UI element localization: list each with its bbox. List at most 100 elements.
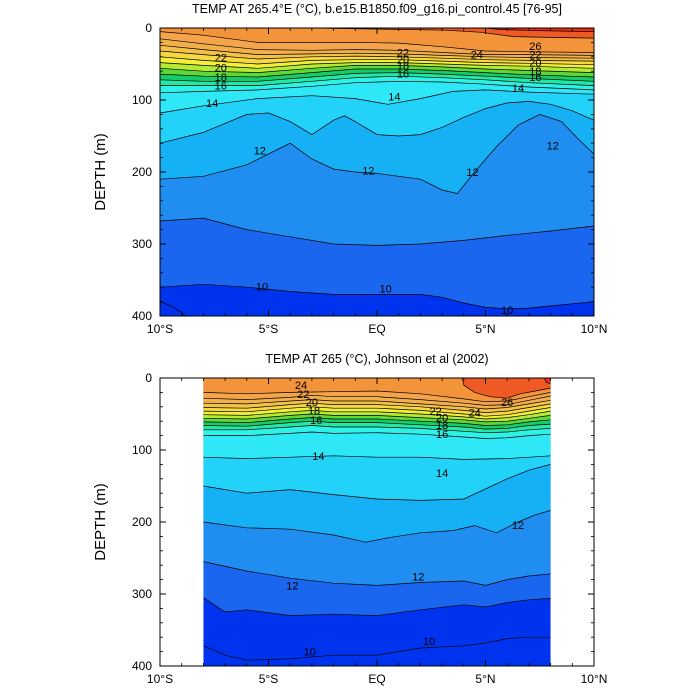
panel-model-isotherm-24 (160, 38, 594, 56)
panel-model-contour-label: 22 (397, 47, 409, 59)
panel-model-isotherm-21 (160, 56, 594, 66)
panel-model-contour-label: 12 (362, 166, 374, 178)
panel-model-contour-label: 14 (512, 83, 524, 95)
panel-observations-contour-label: 22 (297, 389, 309, 401)
panel-observations-isotherm-22 (203, 402, 551, 413)
panel-observations-x-tick-label: EQ (368, 672, 385, 686)
panel-observations-contour-label: 18 (436, 420, 448, 432)
panel-model: TEMP AT 265.4°E (°C), b.e15.B1850.f09_g1… (92, 2, 607, 336)
panel-observations-y-tick-label: 400 (132, 659, 152, 673)
panel-observations-contour-label: 16 (310, 415, 322, 427)
panel-model-contour-label: 18 (215, 72, 227, 84)
panel-observations-x-tick-label: 5°S (259, 672, 278, 686)
panel-observations-contour-label: 22 (429, 406, 441, 418)
panel-model-isotherm-12 (160, 114, 594, 194)
panel-observations-isotherm-20 (203, 410, 551, 420)
panel-model-contour-label: 26 (529, 41, 541, 53)
panel-observations-y-axis-label: DEPTH (m) (92, 483, 109, 561)
panel-model-contour-label: 16 (397, 68, 409, 80)
panel-observations-fill-26 (462, 378, 551, 399)
panel-observations-contour-label: 16 (436, 429, 448, 441)
panel-observations-isotherm-23 (203, 399, 551, 410)
panel-model-x-tick-label: EQ (368, 322, 385, 336)
panel-model-contour-label: 16 (529, 72, 541, 84)
panel-observations-isotherm-14 (203, 455, 551, 460)
panel-model-isotherm-10 (160, 283, 594, 310)
panel-observations-y-tick-label: 300 (132, 587, 152, 601)
panel-observations-isotherm-18 (203, 417, 551, 426)
panel-model-contour-label: 14 (206, 98, 218, 110)
panel-model-y-tick-label: 100 (132, 93, 152, 107)
panel-model-contour-label: 14 (388, 91, 400, 103)
panel-model-isotherm-20 (160, 62, 594, 69)
panel-model-isotherm-23 (160, 44, 594, 59)
panel-observations-isotherm-10 (203, 597, 551, 616)
panel-model-isotherm-17 (160, 72, 594, 82)
panel-observations-isotherm-24 (203, 394, 551, 406)
panel-observations-axes: 10°S 5°S EQ 5°N 10°N 0 100 200 300 400 (132, 371, 607, 686)
panel-observations-contour-label: 20 (306, 397, 318, 409)
panel-observations-isotherm-16 (203, 425, 551, 434)
panel-observations-y-tick-label: 0 (145, 371, 152, 385)
panel-observations-contour-label: 24 (469, 408, 481, 420)
panel-model-isotherm-11 (160, 217, 594, 246)
panel-observations-isotherm-13 (203, 464, 551, 501)
panel-model-y-tick-label: 200 (132, 165, 152, 179)
panel-observations-fill-27 (544, 378, 551, 384)
panel-model-contour-label: 10 (380, 284, 392, 296)
panel-observations-isotherms (203, 378, 551, 661)
panel-model-x-tick-label: 10°N (581, 322, 608, 336)
panel-model-contour-label: 10 (256, 281, 268, 293)
panel-model-contour-label: 12 (466, 167, 478, 179)
panel-model-isotherm-26 (257, 28, 594, 39)
panel-model-isotherm-22 (160, 50, 594, 62)
panel-model-axes: 10°S 5°S EQ 5°N 10°N 0 100 200 300 400 (132, 21, 607, 336)
panel-model-x-tick-label: 10°S (147, 322, 173, 336)
panel-observations-y-tick-label: 200 (132, 515, 152, 529)
panel-model-contour-label: 22 (529, 50, 541, 62)
panel-observations-x-tick-label: 10°S (147, 672, 173, 686)
panel-model-y-tick-label: 0 (145, 21, 152, 35)
panel-observations-isotherm-11 (203, 561, 551, 586)
panel-model-fill-25 (160, 28, 594, 53)
panel-model-contour-label: 20 (215, 63, 227, 75)
panel-model-contour-label: 12 (547, 140, 559, 152)
panel-observations: TEMP AT 265 (°C), Johnson et al (2002) 2… (92, 352, 607, 686)
panel-observations-contour-label: 14 (312, 451, 324, 463)
panel-model-contour-label: 18 (397, 60, 409, 72)
panel-model-fill-27 (485, 28, 594, 32)
panel-observations-contour-label: 12 (512, 520, 524, 532)
panel-model-isotherm-25 (160, 31, 594, 53)
panel-model-isotherms (160, 28, 594, 316)
panel-model-contour-label: 12 (254, 145, 266, 157)
panel-model-y-axis-label: DEPTH (m) (92, 133, 109, 211)
panel-observations-contour-label: 12 (286, 580, 298, 592)
panel-model-x-tick-label: 5°N (475, 322, 495, 336)
panel-observations-isotherm-17 (203, 420, 551, 430)
panel-model-isotherm-27 (485, 28, 594, 32)
panel-model-contour-label: 20 (529, 58, 541, 70)
panel-observations-isotherm-27 (543, 378, 551, 385)
panel-observations-isotherm-12 (203, 510, 551, 543)
panel-observations-isotherm-15 (203, 431, 551, 439)
panel-model-contour-labels: 2220181614121022201816141210242622201816… (206, 41, 559, 317)
panel-model-isotherm-13 (160, 101, 594, 144)
panel-model-isotherm-18 (160, 68, 594, 78)
panel-observations-filled-contours (203, 378, 551, 666)
panel-observations-title: TEMP AT 265 (°C), Johnson et al (2002) (265, 352, 488, 366)
panel-observations-isotherm-25 (203, 390, 551, 403)
panel-observations-x-tick-label: 5°N (475, 672, 495, 686)
panel-observations-isotherm-19 (203, 413, 551, 423)
panel-model-y-tick-label: 300 (132, 237, 152, 251)
panel-observations-contour-label: 20 (436, 413, 448, 425)
panel-model-contour-label: 18 (529, 66, 541, 78)
panel-model-contour-label: 10 (501, 305, 513, 317)
panel-model-isotherm-14 (160, 89, 594, 114)
panel-observations-contour-label: 14 (436, 468, 448, 480)
panel-model-isotherm-16 (160, 75, 594, 86)
panel-observations-y-tick-label: 100 (132, 443, 152, 457)
panel-model-x-tick-label: 5°S (259, 322, 278, 336)
panel-observations-contour-label: 10 (304, 647, 316, 659)
